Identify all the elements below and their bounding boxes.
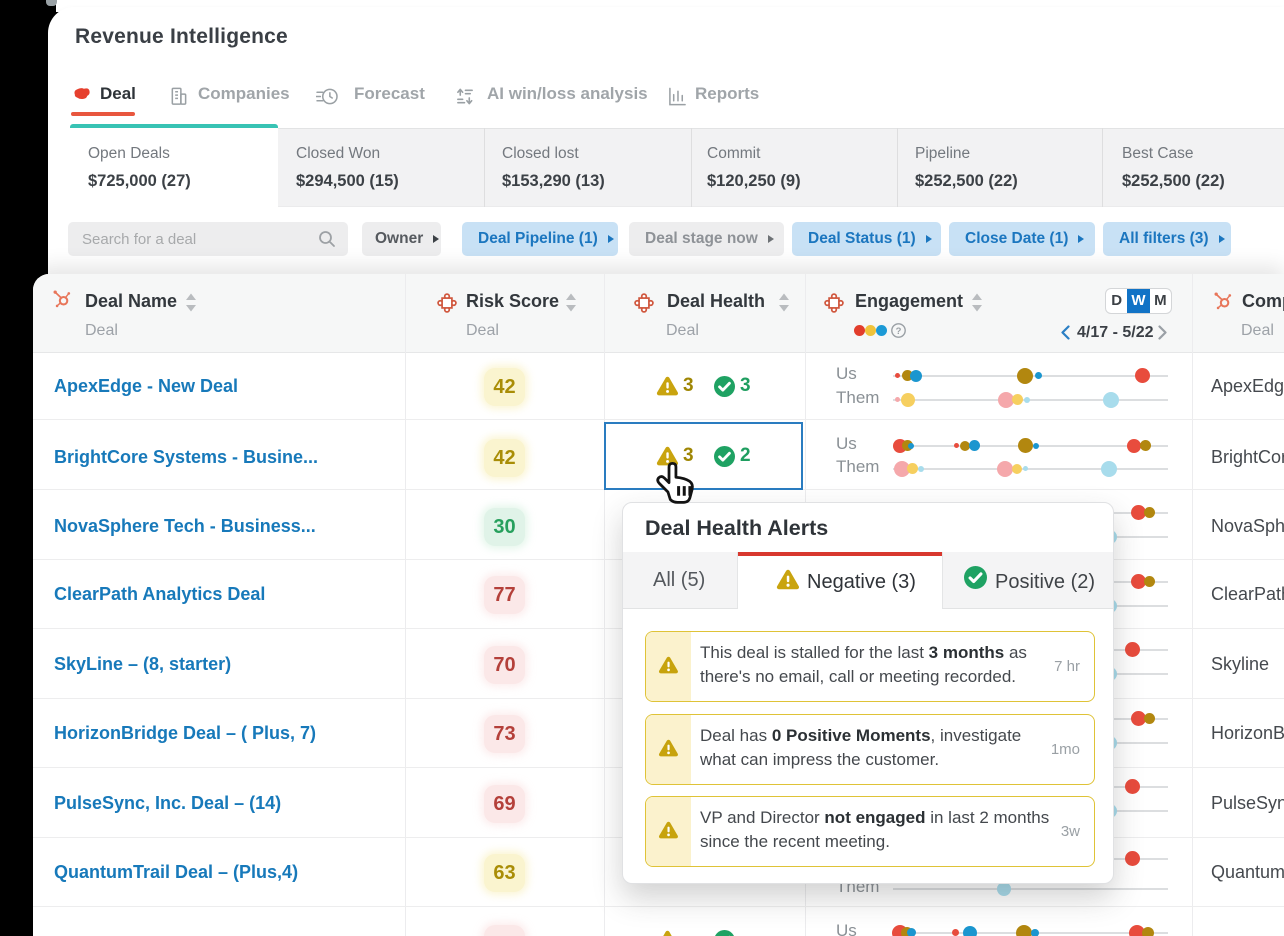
- svg-text:?: ?: [896, 326, 902, 337]
